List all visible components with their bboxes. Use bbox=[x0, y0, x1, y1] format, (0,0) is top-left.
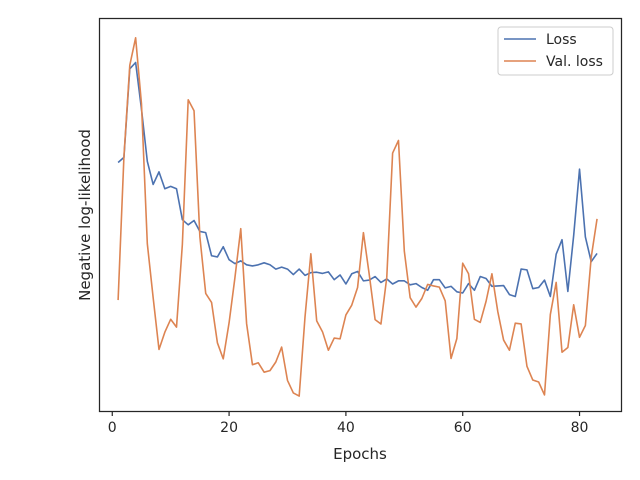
x-axis-label: Epochs bbox=[333, 445, 387, 463]
x-tick-label: 80 bbox=[571, 420, 589, 436]
x-tick-label: 0 bbox=[108, 420, 117, 436]
x-axis: 0 20 40 60 80 bbox=[108, 411, 589, 436]
axes-frame bbox=[98, 17, 623, 413]
series-line-loss bbox=[117, 61, 598, 298]
legend: Loss Val. loss bbox=[497, 26, 614, 76]
series-line-val-loss bbox=[117, 37, 598, 397]
y-axis-label: Negative log-likelihood bbox=[76, 129, 94, 301]
legend-label-loss: Loss bbox=[546, 32, 577, 48]
plot-area bbox=[117, 37, 598, 397]
legend-label-val-loss: Val. loss bbox=[546, 54, 603, 70]
x-tick-label: 40 bbox=[337, 420, 355, 436]
x-tick-label: 20 bbox=[220, 420, 238, 436]
x-tick-label: 60 bbox=[454, 420, 472, 436]
